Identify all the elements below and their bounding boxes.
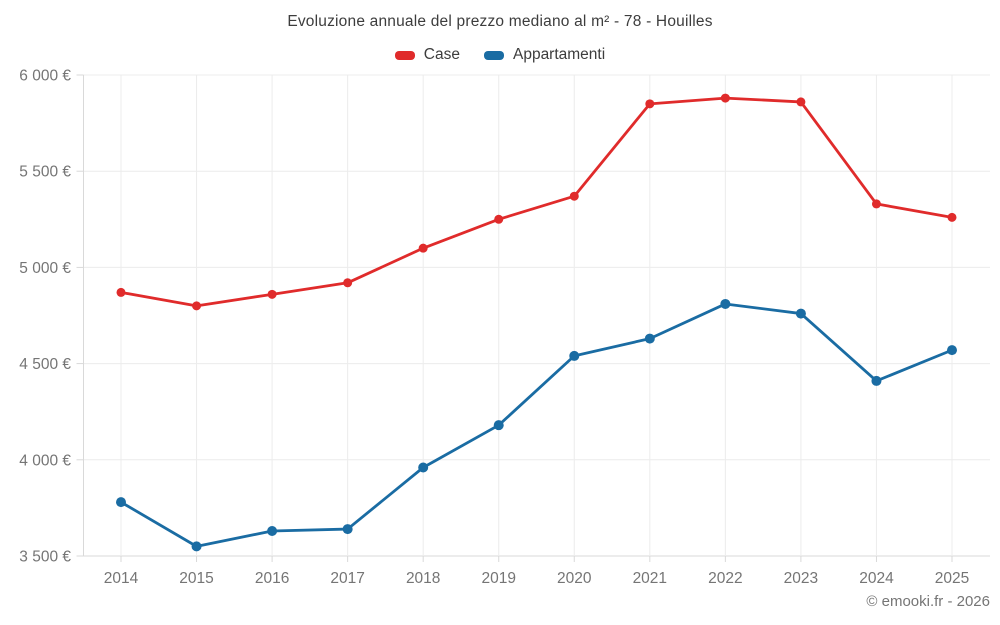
data-point-appartamenti-2016[interactable] — [267, 525, 278, 536]
legend: Case Appartamenti — [0, 46, 1000, 64]
data-point-case-2023[interactable] — [796, 97, 806, 107]
data-point-appartamenti-2019[interactable] — [493, 420, 504, 431]
y-axis-label: 4 500 € — [19, 356, 71, 373]
data-point-case-2016[interactable] — [267, 289, 277, 299]
data-point-case-2024[interactable] — [871, 199, 881, 209]
data-point-appartamenti-2015[interactable] — [191, 541, 202, 552]
data-point-case-2015[interactable] — [192, 301, 202, 311]
x-axis-label: 2025 — [935, 570, 969, 587]
copyright-text: © emooki.fr - 2026 — [866, 593, 990, 610]
legend-swatch-case-icon — [394, 50, 415, 60]
series-line-case — [119, 96, 954, 308]
chart-title: Evoluzione annuale del prezzo mediano al… — [287, 13, 713, 30]
data-point-appartamenti-2018[interactable] — [418, 462, 429, 473]
data-point-case-2025[interactable] — [947, 212, 957, 222]
series-line-appartamenti — [119, 302, 954, 548]
data-point-appartamenti-2017[interactable] — [342, 524, 353, 535]
data-point-case-2019[interactable] — [494, 214, 504, 224]
data-point-case-2020[interactable] — [569, 191, 579, 201]
x-axis-label: 2016 — [255, 570, 289, 587]
legend-item-case[interactable]: Case — [394, 46, 460, 64]
x-axis-label: 2021 — [633, 570, 667, 587]
y-axis-label: 3 500 € — [19, 549, 71, 566]
x-axis-label: 2019 — [481, 570, 515, 587]
legend-swatch-appartamenti-icon — [483, 50, 504, 60]
y-axis-label: 6 000 € — [19, 68, 71, 85]
data-point-appartamenti-2021[interactable] — [644, 333, 655, 344]
x-axis-label: 2024 — [859, 570, 894, 587]
legend-item-appartamenti[interactable]: Appartamenti — [483, 46, 606, 64]
y-axis-label: 5 000 € — [19, 260, 71, 277]
legend-label-appartamenti: Appartamenti — [512, 46, 606, 63]
data-point-case-2018[interactable] — [418, 243, 428, 253]
x-axis-label: 2014 — [104, 570, 139, 587]
x-axis-label: 2015 — [179, 570, 213, 587]
data-point-case-2022[interactable] — [720, 93, 730, 103]
y-axis-label: 4 000 € — [19, 452, 71, 469]
data-point-appartamenti-2023[interactable] — [795, 308, 806, 319]
data-point-appartamenti-2022[interactable] — [720, 298, 731, 309]
data-point-appartamenti-2024[interactable] — [871, 375, 882, 386]
data-point-appartamenti-2014[interactable] — [116, 497, 126, 508]
x-axis-label: 2020 — [557, 570, 592, 587]
x-axis-label: 2018 — [406, 570, 440, 587]
x-axis-label: 2023 — [784, 570, 818, 587]
data-point-case-2017[interactable] — [343, 278, 353, 288]
data-point-appartamenti-2025[interactable] — [946, 345, 957, 356]
data-point-case-2014[interactable] — [116, 287, 126, 297]
x-axis-label: 2022 — [708, 570, 742, 587]
data-point-appartamenti-2020[interactable] — [569, 350, 580, 361]
legend-label-case: Case — [423, 46, 460, 63]
x-axis-label: 2017 — [330, 570, 364, 587]
data-point-case-2021[interactable] — [645, 99, 655, 109]
y-axis-label: 5 500 € — [19, 164, 71, 181]
